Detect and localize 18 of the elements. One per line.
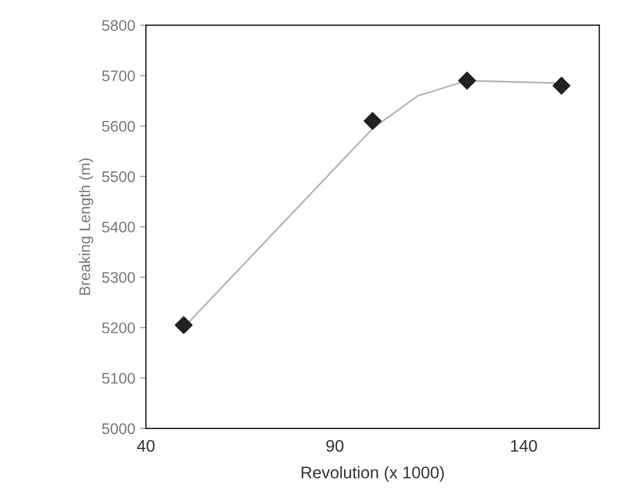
x-tick-label: 90: [326, 440, 344, 452]
y-tick-label: 5400: [102, 222, 135, 232]
y-tick-label: 5700: [102, 70, 135, 82]
point: [552, 76, 570, 95]
point: [458, 72, 476, 90]
y-axis-title: Breaking Length (m): [78, 158, 94, 295]
point: [364, 112, 382, 130]
x-axis-title: Revolution (x 1000): [302, 466, 444, 482]
x-tick-label: 140: [511, 440, 537, 452]
y-tick-label: 5000: [102, 423, 135, 434]
x-tick-label: 40: [137, 440, 155, 452]
y-tick-label: 5500: [102, 171, 135, 182]
point: [174, 316, 193, 334]
y-tick-label: 5600: [102, 120, 135, 132]
y-tick-label: 5200: [102, 322, 135, 334]
y-tick-label: 5100: [102, 372, 135, 384]
y-tick-label: 5300: [102, 272, 135, 283]
y-tick-label: 5800: [102, 20, 135, 31]
